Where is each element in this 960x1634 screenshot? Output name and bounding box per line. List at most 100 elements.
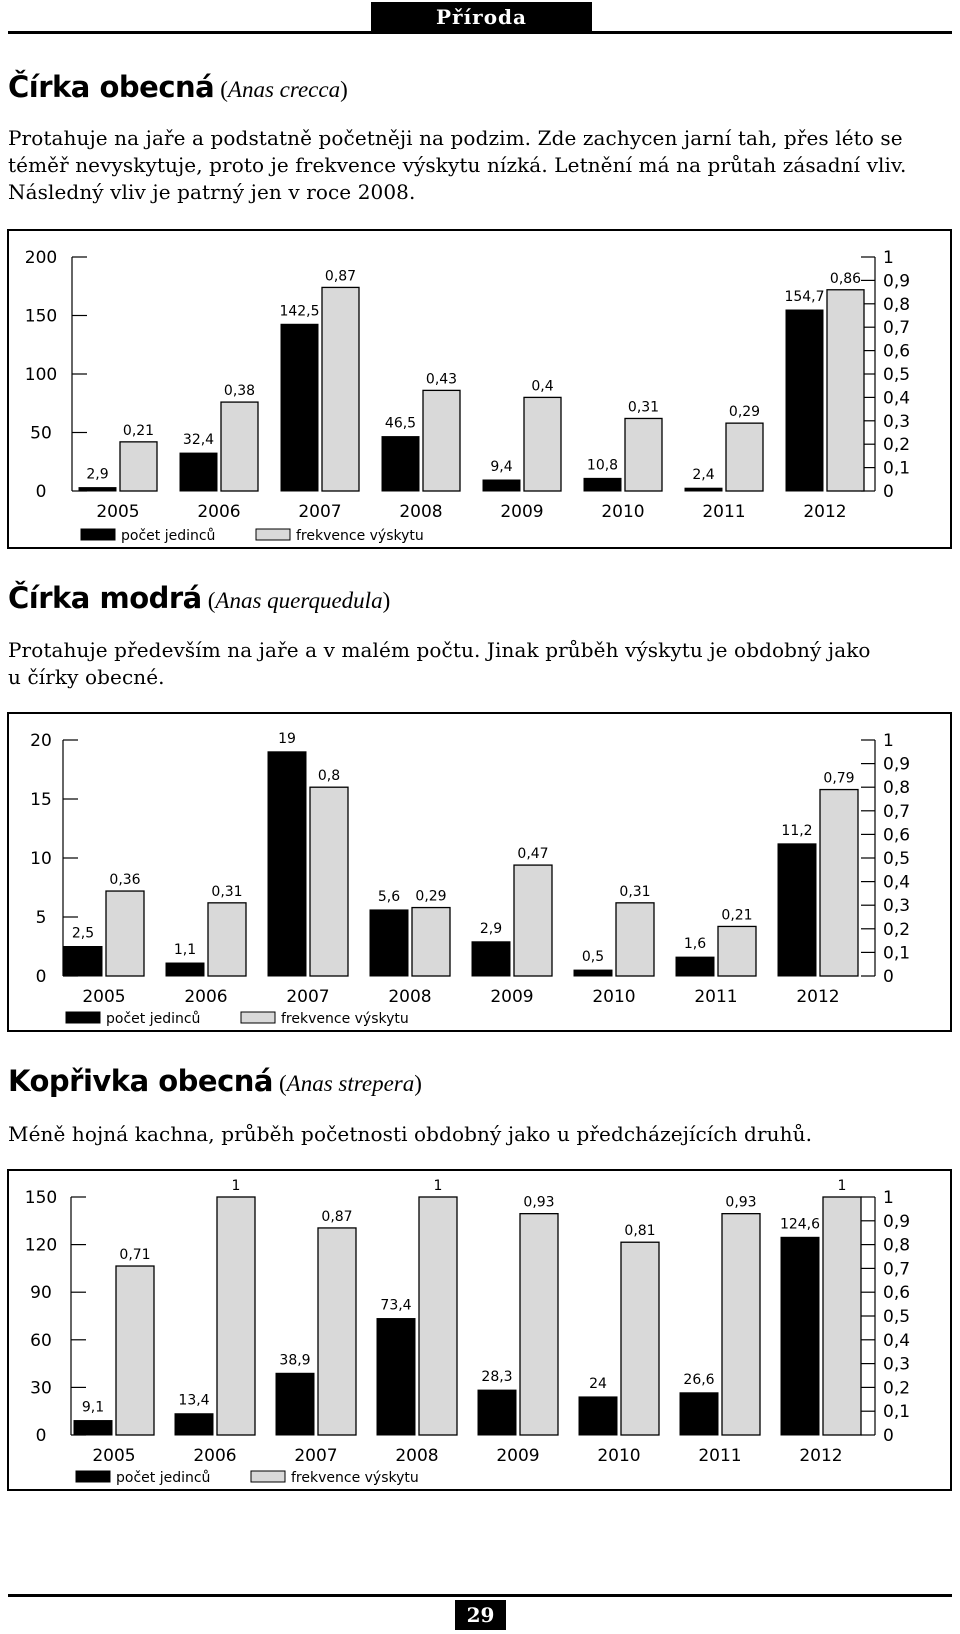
left-axis-tick-label: 200 xyxy=(25,248,57,268)
count-bar xyxy=(780,1236,820,1436)
frequency-bar-label: 0,21 xyxy=(721,907,752,923)
frequency-bar-label: 0,36 xyxy=(109,872,140,888)
right-axis-tick-label: 0,8 xyxy=(883,778,910,798)
count-bar xyxy=(471,941,511,977)
right-axis-tick-label: 0,2 xyxy=(883,435,910,455)
x-axis-category-label: 2005 xyxy=(82,987,125,1007)
bar-chart-2: 0 5 10 15 20 0 0,1 0,2 0,3 0,4 0,5 0,6 0,7 0,8 0,9 1 2,5… xyxy=(7,712,952,1032)
count-bar xyxy=(174,1413,214,1436)
count-bar-label: 24 xyxy=(589,1376,607,1392)
count-bar xyxy=(679,1392,719,1436)
text-line: téměř nevyskytuje, proto je frekvence vý… xyxy=(8,153,907,177)
page-number: 29 xyxy=(455,1600,506,1630)
legend-label-count: počet jedinců xyxy=(106,1011,200,1027)
frequency-bar-label: 1 xyxy=(232,1178,241,1194)
frequency-bar-label: 0,29 xyxy=(415,889,446,905)
species-latin-name: (Anas strepera) xyxy=(279,1071,422,1096)
frequency-bar xyxy=(721,1213,761,1436)
frequency-bar-label: 0,81 xyxy=(624,1223,655,1239)
right-axis-tick-label: 0,9 xyxy=(883,755,910,775)
frequency-bar-label: 0,71 xyxy=(119,1247,150,1263)
x-axis-category-label: 2009 xyxy=(496,1446,539,1466)
right-axis-tick-label: 1 xyxy=(883,248,894,268)
legend-swatch-frequency xyxy=(250,1470,286,1483)
frequency-bar xyxy=(115,1265,155,1436)
count-bar-label: 0,5 xyxy=(582,949,604,965)
frequency-bar xyxy=(317,1227,357,1436)
count-bar-label: 124,6 xyxy=(780,1216,820,1232)
right-axis-tick-label: 0,5 xyxy=(883,1307,910,1327)
right-axis-tick-label: 0,9 xyxy=(883,1212,910,1232)
x-axis-category-label: 2006 xyxy=(193,1446,236,1466)
frequency-bar-label: 0,31 xyxy=(211,884,242,900)
frequency-bar xyxy=(819,788,859,977)
species-latin-name: (Anas crecca) xyxy=(220,77,348,102)
count-bar-label: 5,6 xyxy=(378,889,400,905)
count-bar-label: 142,5 xyxy=(279,303,319,319)
legend-swatch-count xyxy=(75,1470,111,1483)
x-axis-category-label: 2012 xyxy=(799,1446,842,1466)
legend-label-count: počet jedinců xyxy=(116,1470,210,1486)
left-axis-tick-label: 30 xyxy=(30,1378,52,1398)
frequency-bar-label: 1 xyxy=(838,1178,847,1194)
chart-svg: 0 5 10 15 20 0 0,1 0,2 0,3 0,4 0,5 0,6 0,7 0,8 0,9 1 2,5… xyxy=(30,731,910,1027)
right-axis-tick-label: 0,2 xyxy=(883,920,910,940)
frequency-bar xyxy=(418,1196,458,1436)
frequency-bar xyxy=(220,401,259,492)
x-axis-category-label: 2010 xyxy=(597,1446,640,1466)
count-bar-label: 46,5 xyxy=(385,416,416,432)
right-axis-tick-label: 1 xyxy=(883,1188,894,1208)
x-axis-category-label: 2005 xyxy=(92,1446,135,1466)
right-axis-tick-label: 0,9 xyxy=(883,271,910,291)
text-line: Následný vliv je patrný jen v roce 2008. xyxy=(8,180,416,204)
right-axis-tick-label: 0,7 xyxy=(883,802,910,822)
left-axis-tick-label: 5 xyxy=(36,908,47,928)
footer-rule xyxy=(8,1594,952,1597)
count-bar-label: 10,8 xyxy=(587,457,618,473)
frequency-bar-label: 0,87 xyxy=(321,1209,352,1225)
frequency-bar-label: 0,31 xyxy=(628,399,659,415)
count-bar-label: 28,3 xyxy=(481,1369,512,1385)
right-axis-tick-label: 0,3 xyxy=(883,412,910,432)
species-name: Čírka modrá xyxy=(8,581,202,615)
frequency-bar xyxy=(207,902,247,977)
right-axis-tick-label: 0,5 xyxy=(883,365,910,385)
left-axis-tick-label: 90 xyxy=(30,1283,52,1303)
frequency-bar xyxy=(725,422,764,492)
species-heading-3: Kopřivka obecná (Anas strepera) xyxy=(8,1064,422,1098)
count-bar-label: 38,9 xyxy=(279,1352,310,1368)
x-axis-category-label: 2012 xyxy=(803,502,846,522)
right-axis-tick-label: 0,4 xyxy=(883,1331,910,1351)
x-axis-category-label: 2006 xyxy=(197,502,240,522)
frequency-bar-label: 0,87 xyxy=(325,268,356,284)
legend-label-frequency: frekvence výskytu xyxy=(291,1470,419,1486)
count-bar xyxy=(381,436,420,492)
frequency-bar-label: 0,21 xyxy=(123,423,154,439)
chart-svg: 0 30 60 90 120 150 0 0,1 0,2 0,3 0,4 0,5 0,6 0,7 0,8 0,… xyxy=(25,1178,910,1486)
left-axis-tick-label: 10 xyxy=(30,849,52,869)
right-axis-tick-label: 0,2 xyxy=(883,1378,910,1398)
x-axis-category-label: 2008 xyxy=(388,987,431,1007)
species-name: Čírka obecná xyxy=(8,70,215,104)
frequency-bar xyxy=(620,1241,660,1436)
frequency-bar xyxy=(513,864,553,977)
frequency-bar-label: 0,31 xyxy=(619,884,650,900)
legend-label-count: počet jedinců xyxy=(121,528,215,544)
left-axis-tick-label: 60 xyxy=(30,1331,52,1351)
frequency-bar-label: 0,43 xyxy=(426,371,457,387)
count-bar xyxy=(73,1420,113,1436)
frequency-bar xyxy=(523,396,562,492)
left-axis-tick-label: 100 xyxy=(25,365,57,385)
count-bar-label: 2,9 xyxy=(480,921,502,937)
frequency-bar-label: 0,8 xyxy=(318,768,340,784)
right-axis-tick-label: 0,8 xyxy=(883,295,910,315)
count-bar xyxy=(785,309,824,492)
count-bar xyxy=(179,452,218,492)
count-bar-label: 19 xyxy=(278,731,296,747)
species-latin-name: (Anas querquedula) xyxy=(207,588,391,613)
text-line: Protahuje především na jaře a v malém po… xyxy=(8,638,871,662)
left-axis-tick-label: 0 xyxy=(36,967,47,987)
x-axis-category-label: 2008 xyxy=(395,1446,438,1466)
frequency-bar-label: 0,47 xyxy=(517,846,548,862)
right-axis-tick-label: 0,4 xyxy=(883,873,910,893)
